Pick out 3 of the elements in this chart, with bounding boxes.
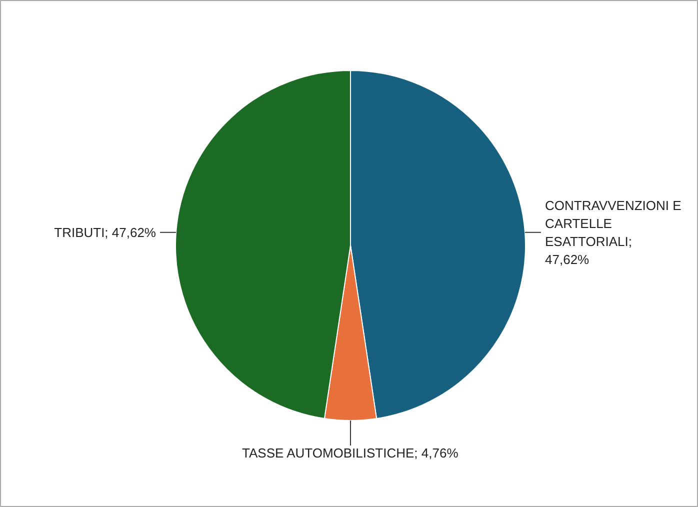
slice-label: TRIBUTI; 47,62%: [54, 224, 156, 240]
slice-label: CONTRAVVENZIONI E CARTELLE ESATTORIALI; 47,62%: [545, 198, 682, 267]
slice-label: TASSE AUTOMOBILISTICHE; 4,76%: [242, 446, 459, 460]
